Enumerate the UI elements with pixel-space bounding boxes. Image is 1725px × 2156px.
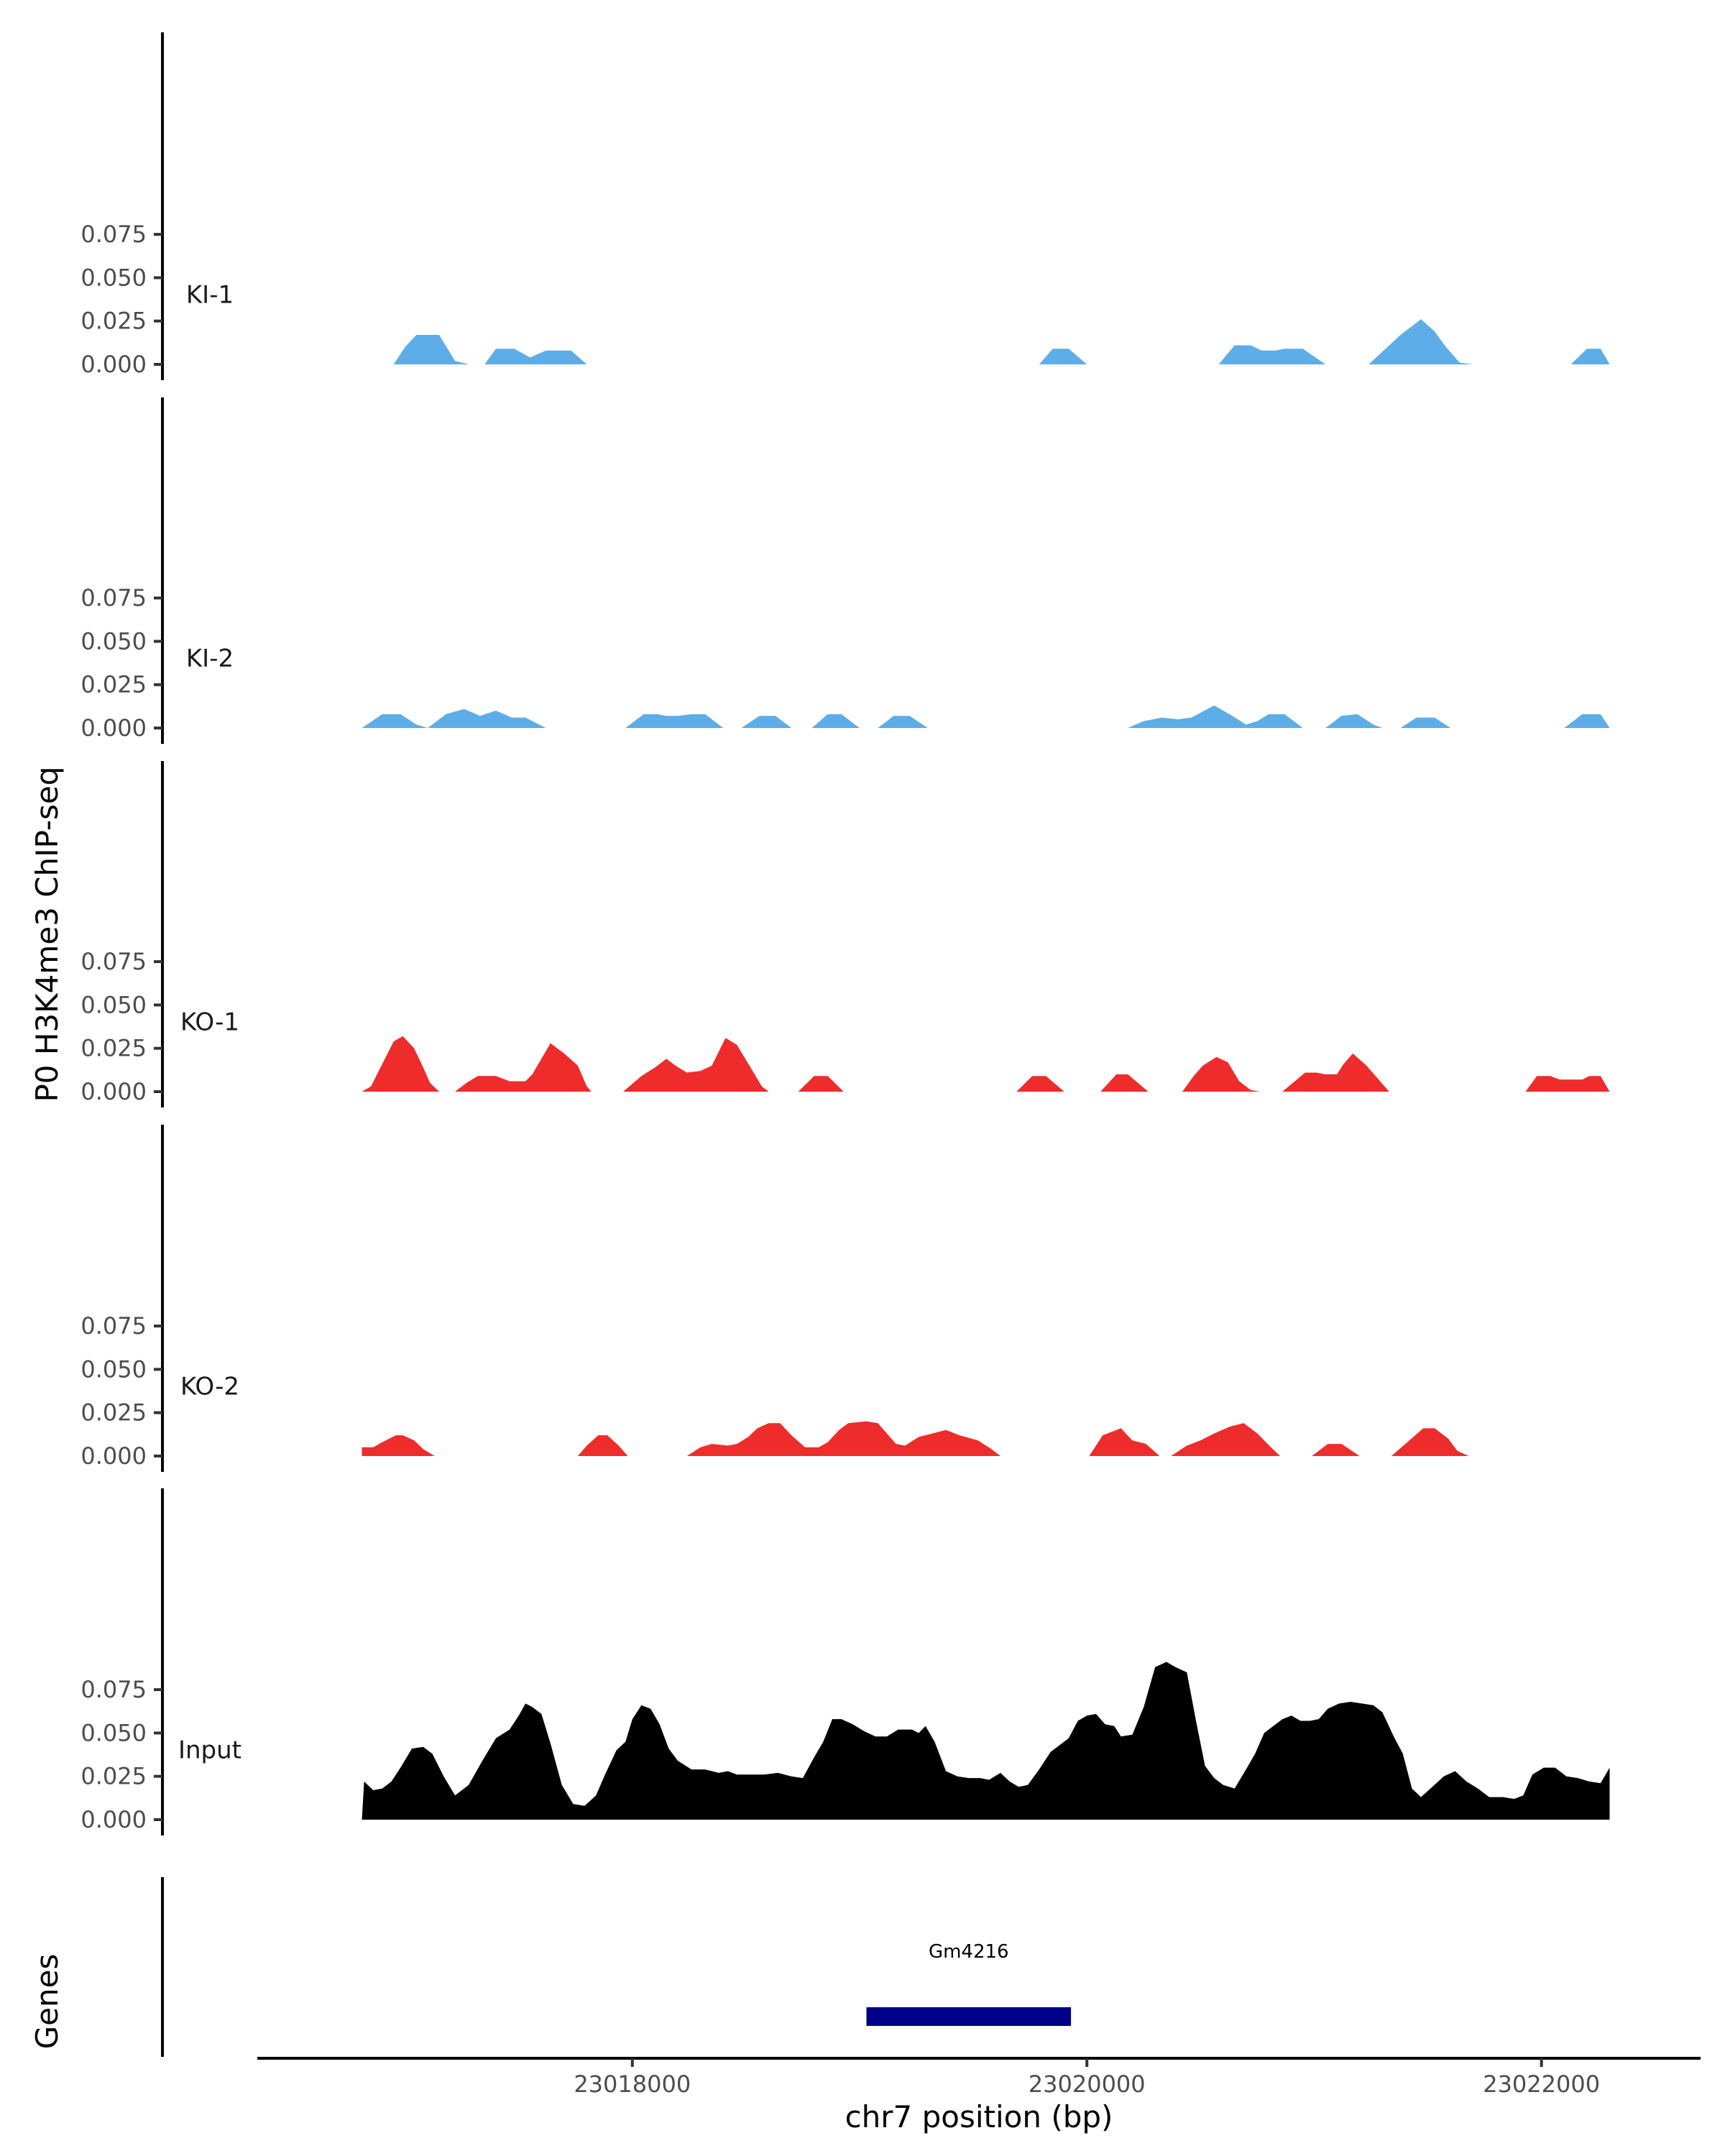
y-tick-label: 0.025 — [80, 1035, 147, 1062]
y-tick-label: 0.075 — [80, 948, 147, 975]
series-area-input — [362, 1662, 1610, 1820]
y-tick-label: 0.025 — [80, 1399, 147, 1427]
x-tick-label: 23018000 — [574, 2070, 691, 2098]
gene-body-gm4216 — [866, 2007, 1072, 2026]
track-ki-1: 0.000 0.025 0.050 0.075 KI-1 — [80, 32, 1610, 380]
track-label: KI-2 — [186, 644, 234, 673]
series-area-ko-1 — [362, 1036, 1610, 1092]
y-tick-label: 0.075 — [80, 221, 147, 248]
y-tick-label: 0.000 — [80, 1078, 147, 1105]
y-tick-label: 0.050 — [80, 1355, 147, 1383]
y-axis-title: P0 H3K4me3 ChIP-seq — [29, 766, 65, 1102]
series-area-ko-2 — [362, 1421, 1469, 1456]
track-label: KI-1 — [186, 280, 234, 309]
y-tick-label: 0.025 — [80, 308, 147, 335]
track-ko-1: 0.000 0.025 0.050 0.075 KO-1 — [80, 761, 1610, 1107]
x-tick-label: 23022000 — [1483, 2070, 1600, 2098]
track-label: KO-1 — [180, 1008, 239, 1036]
track-label: Input — [178, 1736, 242, 1764]
y-tick-label: 0.000 — [80, 714, 147, 742]
series-area-ki-1 — [393, 319, 1610, 364]
track-ki-2: 0.000 0.025 0.050 0.075 KI-2 — [80, 397, 1610, 744]
y-tick-label: 0.025 — [80, 1763, 147, 1790]
x-tick-label: 23020000 — [1029, 2070, 1146, 2098]
y-tick-label: 0.025 — [80, 671, 147, 699]
series-area-ki-2 — [362, 705, 1610, 728]
genes-axis-title: Genes — [29, 1954, 65, 2050]
y-tick-label: 0.050 — [80, 264, 147, 291]
y-tick-label: 0.075 — [80, 1312, 147, 1340]
genes-panel: Gm4216 — [161, 1877, 1072, 2057]
y-tick-label: 0.075 — [80, 584, 147, 612]
track-label: KO-2 — [180, 1372, 239, 1401]
track-ko-2: 0.000 0.025 0.050 0.075 KO-2 — [80, 1125, 1469, 1472]
x-axis: 23018000 23020000 23022000 — [257, 2057, 1701, 2098]
y-tick-label: 0.075 — [80, 1676, 147, 1703]
y-tick-label: 0.000 — [80, 1806, 147, 1833]
x-axis-title: chr7 position (bp) — [845, 2099, 1113, 2134]
gene-label: Gm4216 — [929, 1941, 1009, 1963]
y-tick-label: 0.050 — [80, 627, 147, 655]
y-tick-label: 0.050 — [80, 1719, 147, 1746]
y-tick-label: 0.000 — [80, 1442, 147, 1470]
track-input: 0.000 0.025 0.050 0.075 Input — [80, 1488, 1610, 1835]
coverage-tracks: 0.0000.0250.0500.075KI-10.0000.0250.0500… — [80, 32, 1610, 1835]
y-tick-label: 0.000 — [80, 351, 147, 378]
y-tick-label: 0.050 — [80, 991, 147, 1018]
